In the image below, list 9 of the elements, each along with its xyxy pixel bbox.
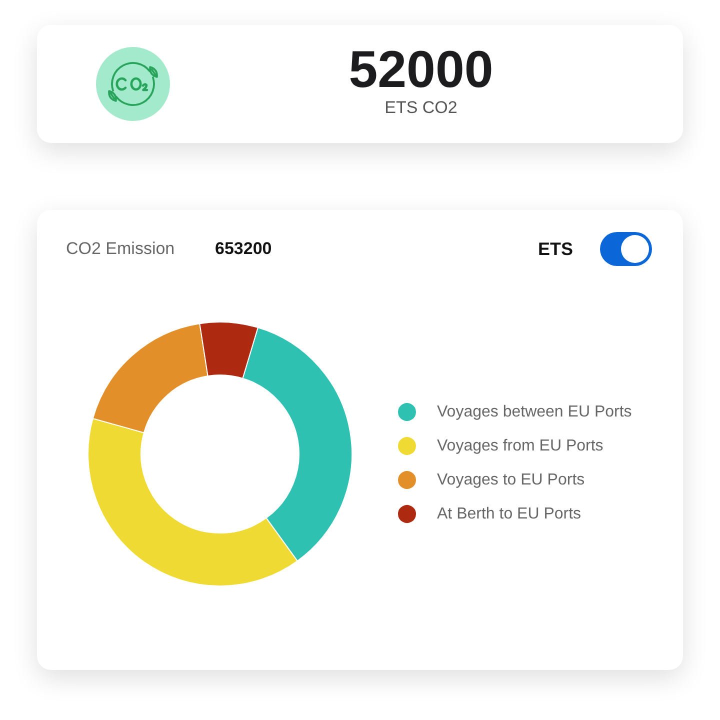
legend-label: At Berth to EU Ports: [437, 506, 582, 522]
text: 52000: [348, 41, 494, 99]
text: 653200: [215, 239, 272, 258]
legend-label: Voyages from EU Ports: [437, 438, 604, 454]
legend-label: Voyages to EU Ports: [437, 472, 585, 488]
text: CO2 Emission: [66, 239, 175, 258]
text: ETS CO2: [384, 98, 458, 117]
text: ETS: [538, 239, 574, 259]
legend-label: Voyages between EU Ports: [437, 404, 632, 420]
